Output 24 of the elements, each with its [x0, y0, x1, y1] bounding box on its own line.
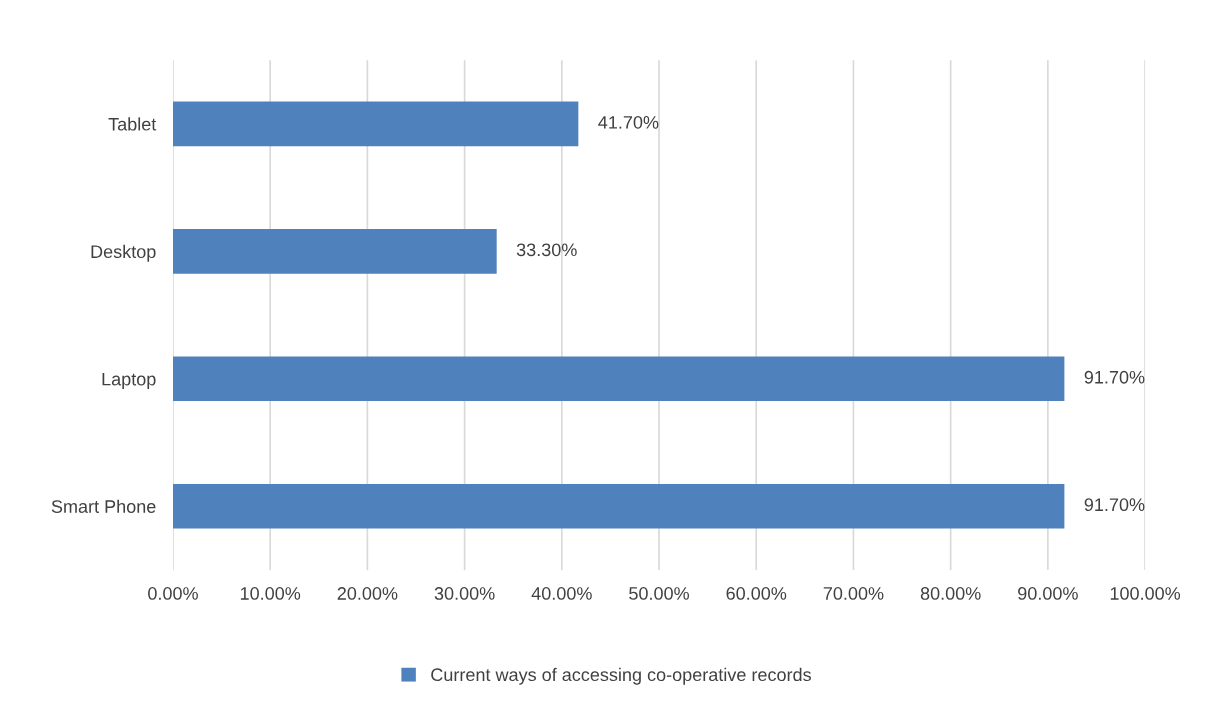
bar — [172, 483, 1065, 529]
x-tick-label: 20.00% — [337, 587, 398, 600]
x-tick-label: 0.00% — [148, 587, 198, 600]
x-tick-label: 60.00% — [726, 587, 787, 600]
x-tick-label: 80.00% — [920, 587, 981, 600]
y-tick-label: Laptop — [102, 372, 156, 390]
data-label: 41.70% — [598, 115, 659, 129]
y-tick-label: Smart Phone — [51, 499, 156, 513]
legend-label: Current ways of accessing co-operative records — [431, 667, 811, 685]
bar — [172, 101, 579, 147]
x-tick-label: 90.00% — [1018, 587, 1078, 600]
bar — [172, 356, 1065, 402]
x-tick-label: 30.00% — [434, 587, 495, 600]
data-label: 33.30% — [516, 243, 577, 257]
y-tick-label: Tablet — [108, 117, 157, 131]
y-tick-label: Desktop — [91, 244, 156, 262]
x-tick-label: 100.00% — [1110, 587, 1181, 600]
x-tick-label: 10.00% — [240, 587, 301, 600]
x-tick-label: 70.00% — [823, 587, 884, 600]
x-tick-label: 40.00% — [531, 587, 592, 600]
data-label: 91.70% — [1084, 498, 1145, 512]
x-tick-label: 50.00% — [629, 587, 689, 600]
data-label: 91.70% — [1084, 370, 1145, 384]
bar — [172, 229, 497, 274]
